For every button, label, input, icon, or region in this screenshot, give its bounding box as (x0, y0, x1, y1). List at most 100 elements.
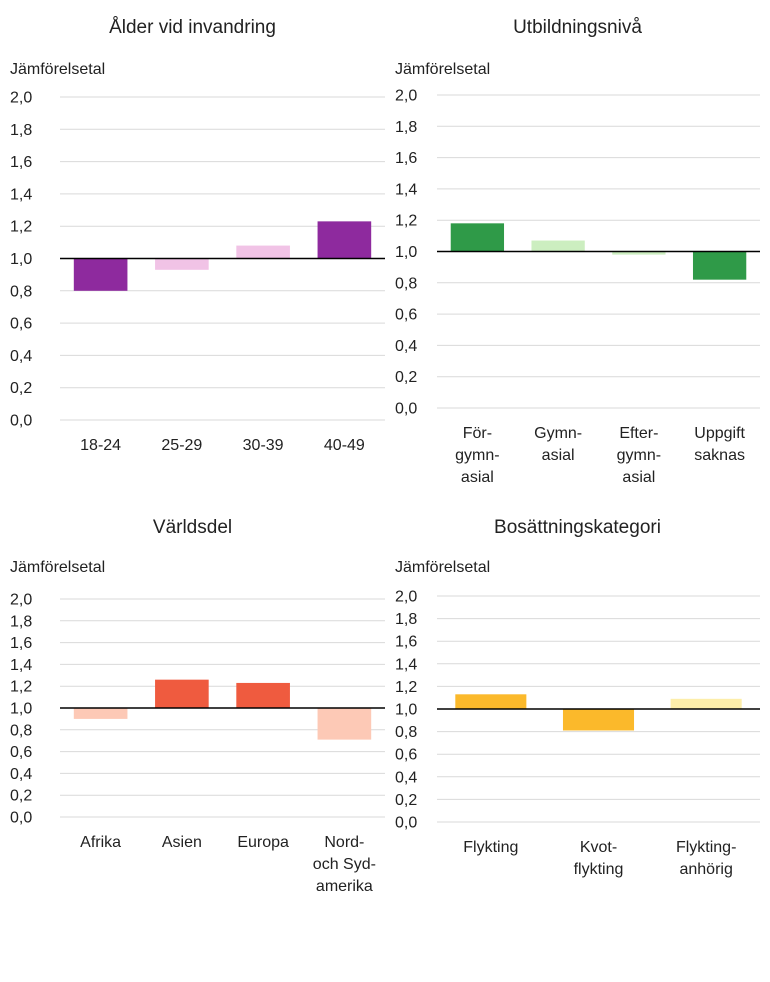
bar (317, 708, 372, 740)
x-tick-label: Gymn-asial (534, 425, 582, 464)
y-tick-label: 2,0 (10, 90, 32, 107)
x-tick-label: Asien (162, 834, 202, 851)
bar (612, 251, 666, 255)
y-tick-label: 0,6 (395, 747, 417, 764)
y-tick-label: 1,8 (10, 122, 32, 139)
y-tick-label: 1,6 (10, 154, 32, 171)
chart-settlement-category: Bosättningskategori Jämförelsetal 0,0 0,2… (385, 490, 770, 982)
x-tick-label-line: gymn- (455, 447, 499, 464)
x-tick-label-line: 18-24 (80, 437, 121, 454)
y-tick-label: 2,0 (395, 88, 417, 105)
bar (670, 698, 742, 709)
x-tick-label: Flykting-anhörig (676, 839, 736, 878)
y-tick-label: 2,0 (395, 589, 417, 606)
x-tick-label-line: asial (542, 447, 575, 464)
x-tick-label-line: och Syd- (313, 856, 376, 873)
chart-plot: 0,0 0,2 0,4 0,6 0,8 1,0 1,2 1,4 1,6 1,8 2,0 Flyktin… (395, 589, 760, 878)
y-tick-label: 0,0 (10, 413, 32, 430)
y-tick-label: 1,4 (395, 656, 417, 673)
y-tick-label: 1,8 (10, 613, 32, 630)
x-tick-label-line: 25-29 (161, 437, 202, 454)
y-tick-label: 0,4 (395, 769, 417, 786)
chart-plot: 0,0 0,2 0,4 0,6 0,8 1,0 1,2 1,4 1,6 1,8 2,0 Afrika A… (10, 592, 385, 895)
bar (692, 251, 747, 280)
chart-plot: 0,0 0,2 0,4 0,6 0,8 1,0 1,2 1,4 1,6 1,8 2,0 För-gym… (395, 88, 760, 486)
x-tick-label-line: Afrika (80, 834, 121, 851)
x-tick-label: Efter-gymn-asial (617, 425, 661, 486)
x-tick-label-line: anhörig (679, 861, 732, 878)
x-tick-label: Uppgift saknas (694, 425, 745, 464)
x-tick-label-line: gymn- (617, 447, 661, 464)
chart-title: Utbildningsnivå (513, 17, 642, 38)
x-tick-label-line: saknas (694, 447, 745, 464)
y-tick-label: 0,0 (395, 401, 417, 418)
x-tick-label: Flykting (463, 839, 518, 856)
bar (236, 245, 290, 259)
chart-title: Bosättningskategori (494, 517, 661, 538)
chart-plot: 0,0 0,2 0,4 0,6 0,8 1,0 1,2 1,4 1,6 1,8 2,0 18-24 25… (10, 90, 385, 454)
y-tick-label: 1,8 (395, 119, 417, 136)
x-tick-label-line: Asien (162, 834, 202, 851)
y-tick-label: 0,2 (395, 792, 417, 809)
x-tick-label-line: Nord- (324, 834, 364, 851)
x-tick-label-line: Gymn- (534, 425, 582, 442)
x-tick-label-line: amerika (316, 878, 373, 895)
x-tick-label-line: asial (622, 469, 655, 486)
x-tick-label: Europa (237, 834, 289, 851)
x-tick-label-line: Kvot- (580, 839, 617, 856)
y-tick-label: 0,2 (10, 788, 32, 805)
y-tick-label: 0,4 (395, 338, 417, 355)
y-tick-label: 0,2 (395, 369, 417, 386)
bar (73, 708, 128, 719)
bar (155, 679, 209, 708)
y-tick-label: 0,2 (10, 380, 32, 397)
y-tick-label: 1,8 (395, 611, 417, 628)
x-tick-label: För-gymn-asial (455, 425, 499, 486)
y-tick-label: 1,0 (10, 251, 32, 268)
y-tick-label: 2,0 (10, 592, 32, 609)
bar (450, 223, 505, 252)
x-tick-label-line: 40-49 (324, 437, 365, 454)
y-axis-label: Jämförelsetal (395, 559, 491, 576)
y-tick-label: 1,0 (10, 701, 32, 718)
y-tick-label: 0,4 (10, 766, 32, 783)
y-tick-label: 0,6 (395, 307, 417, 324)
y-tick-label: 0,8 (395, 724, 417, 741)
y-tick-label: 0,6 (10, 744, 32, 761)
y-tick-label: 1,4 (10, 186, 32, 203)
x-tick-label: Nord-och Syd-amerika (313, 834, 376, 895)
bar (73, 258, 128, 291)
y-tick-label: 0,0 (10, 810, 32, 827)
y-tick-label: 1,2 (395, 679, 417, 696)
x-tick-label: Kvot-flykting (574, 839, 624, 878)
y-axis-label: Jämförelsetal (10, 559, 106, 576)
y-tick-label: 1,0 (395, 702, 417, 719)
x-tick-label-line: flykting (574, 861, 624, 878)
x-tick-label: 25-29 (161, 437, 202, 454)
x-tick-label-line: asial (461, 469, 494, 486)
x-tick-label-line: Europa (237, 834, 289, 851)
y-axis-label: Jämförelsetal (10, 61, 106, 78)
y-tick-label: 0,8 (395, 275, 417, 292)
y-tick-label: 1,6 (10, 635, 32, 652)
y-tick-label: 1,2 (10, 679, 32, 696)
bar (455, 694, 527, 709)
x-tick-label-line: Uppgift (694, 425, 745, 442)
x-tick-label-line: Flykting (463, 839, 518, 856)
y-tick-label: 0,8 (10, 722, 32, 739)
y-tick-label: 1,4 (10, 657, 32, 674)
chart-education-level: Utbildningsnivå Jämförelsetal 0,0 0,2 0,4 0… (385, 0, 770, 490)
bar (531, 240, 585, 252)
y-axis-label: Jämförelsetal (395, 61, 491, 78)
y-tick-label: 1,2 (10, 219, 32, 236)
x-tick-label: 30-39 (243, 437, 284, 454)
y-tick-label: 0,4 (10, 348, 32, 365)
y-tick-label: 0,6 (10, 316, 32, 333)
x-tick-label: 18-24 (80, 437, 121, 454)
x-tick-label-line: Flykting- (676, 839, 736, 856)
bar (236, 682, 290, 708)
y-tick-label: 1,6 (395, 150, 417, 167)
x-tick-label: 40-49 (324, 437, 365, 454)
y-tick-label: 0,8 (10, 283, 32, 300)
y-tick-label: 1,4 (395, 181, 417, 198)
